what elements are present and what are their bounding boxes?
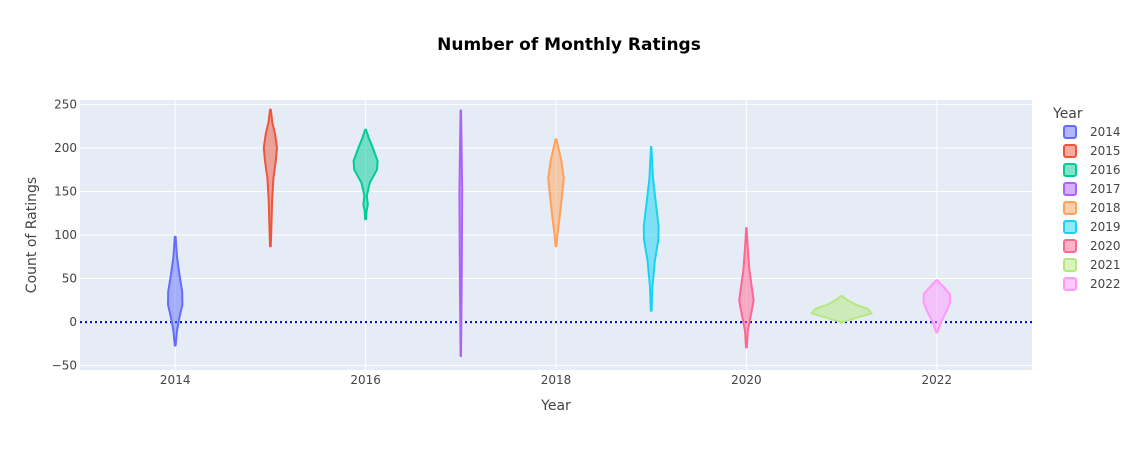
violin-2014[interactable] [167,235,184,347]
legend-label: 2016 [1090,163,1121,177]
violin-2015[interactable] [262,108,278,248]
legend-title: Year [1052,106,1083,122]
legend-item-2015[interactable]: 2015 [1063,144,1121,158]
legend-swatch [1063,182,1077,196]
legend-item-2020[interactable]: 2020 [1063,239,1121,253]
x-tick-label: 2022 [922,373,953,387]
legend-item-2014[interactable]: 2014 [1063,125,1121,139]
legend-label: 2021 [1090,258,1121,272]
legend-swatch [1063,258,1077,272]
y-tick-label: 150 [54,184,77,198]
x-tick-labels: 2014 2016 2018 2020 2022 [160,373,952,387]
y-tick-label: 250 [54,97,77,111]
legend-swatch [1063,144,1077,158]
legend-item-2016[interactable]: 2016 [1063,163,1121,177]
legend-label: 2022 [1090,277,1121,291]
legend-swatch [1063,163,1077,177]
x-tick-label: 2014 [160,373,191,387]
y-tick-label: 200 [54,141,77,155]
y-axis-title: Count of Ratings [24,177,40,293]
x-axis-title: Year [540,398,571,414]
legend-item-2022[interactable]: 2022 [1063,277,1121,291]
y-tick-label: 50 [62,272,77,286]
legend-item-2017[interactable]: 2017 [1063,182,1121,196]
legend-label: 2014 [1090,125,1121,139]
violin-2019[interactable] [642,146,660,312]
violin-2021[interactable] [810,295,873,324]
legend-item-2021[interactable]: 2021 [1063,258,1121,272]
violin-2018[interactable] [547,138,565,248]
y-tick-label: 100 [54,228,77,242]
chart-title: Number of Monthly Ratings [437,35,701,55]
legend[interactable]: Year 2014 2015 2016 2017 2018 2019 2020 2021 202… [1052,106,1121,291]
legend-swatch [1063,201,1077,215]
y-tick-label: 0 [69,315,77,329]
violin-2016[interactable] [352,128,379,221]
legend-label: 2017 [1090,182,1121,196]
legend-item-2019[interactable]: 2019 [1063,220,1121,234]
violin-2022[interactable] [922,279,951,334]
x-tick-label: 2018 [541,373,572,387]
legend-swatch [1063,220,1077,234]
legend-swatch [1063,277,1077,291]
x-tick-label: 2016 [350,373,381,387]
x-tick-label: 2020 [731,373,762,387]
legend-label: 2020 [1090,239,1121,253]
y-tick-label: −50 [52,359,77,373]
legend-label: 2018 [1090,201,1121,215]
violin-2020[interactable] [738,227,755,349]
violin-2017[interactable] [458,109,464,358]
legend-label: 2019 [1090,220,1121,234]
y-tick-labels: −50 0 50 100 150 200 250 [52,97,77,372]
violins [167,108,951,358]
legend-swatch [1063,125,1077,139]
legend-label: 2015 [1090,144,1121,158]
legend-item-2018[interactable]: 2018 [1063,201,1121,215]
legend-swatch [1063,239,1077,253]
legend-items[interactable]: 2014 2015 2016 2017 2018 2019 2020 2021 2022 [1063,125,1121,291]
